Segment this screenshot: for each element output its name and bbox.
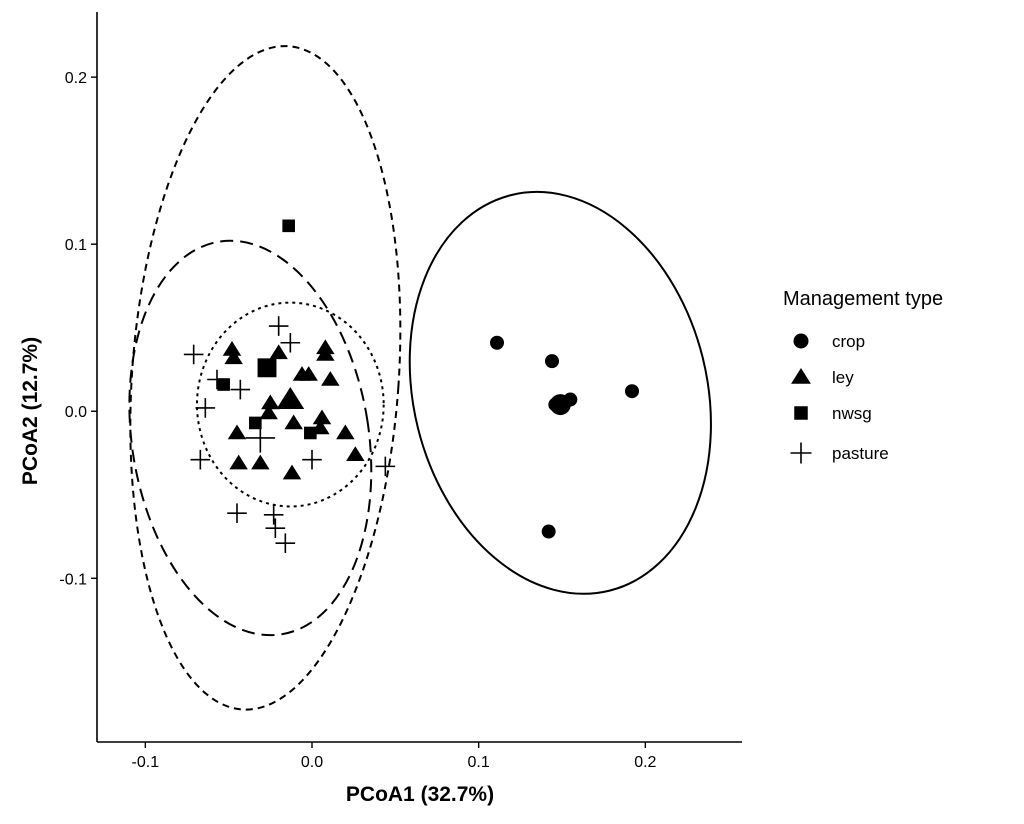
point-ley [346,446,365,461]
y-tick-label: 0.2 [65,70,87,87]
point-nwsg [304,426,317,440]
ellipse-nwsg [128,239,373,637]
point-pasture [227,503,247,523]
point-ley [282,464,302,480]
y-ticks: -0.1 0.0 0.1 0.2 [59,70,97,588]
y-axis-label: PCoA2 (12.7%) [19,337,42,485]
point-ley [336,424,355,440]
point-pasture [275,533,296,554]
point-crop [490,335,504,350]
point-ley [321,371,340,386]
point-nwsg [249,416,262,430]
point-ley [269,344,288,360]
legend-label: crop [832,332,865,351]
point-crop [541,524,556,539]
point-ley [251,454,270,470]
legend-label: ley [832,368,854,387]
point-pasture [375,456,396,477]
x-tick-label: 0.0 [301,754,323,771]
x-tick-label: 0.2 [634,754,656,771]
point-pasture [183,344,204,365]
legend-label: pasture [832,444,889,463]
x-ticks: -0.1 0.0 0.1 0.2 [132,742,657,771]
centroid-ley [276,386,305,410]
point-crop [545,354,559,369]
point-ley [261,394,280,410]
legend-title: Management type [783,288,943,310]
point-ley [224,349,243,365]
ellipse-pasture [129,45,402,711]
point-ley [299,366,318,381]
legend: Management type crop ley nwsg pasture [783,288,943,464]
ellipse-ley [196,301,385,508]
point-pasture [207,369,227,390]
centroid-nwsg [257,358,277,378]
point-ley [229,454,248,470]
point-pasture [230,379,251,400]
legend-label: nwsg [832,404,872,423]
point-pasture [263,505,284,525]
point-pasture [280,332,301,353]
legend-symbol-pasture [790,442,812,464]
point-ley [259,404,278,420]
point-pasture [265,518,286,538]
point-ley [227,424,247,440]
x-axis-label: PCoA1 (32.7%) [346,783,494,806]
legend-symbol-crop [793,333,809,349]
y-tick-label: 0.0 [65,404,87,421]
legend-symbol-ley [791,368,811,384]
y-tick-label: -0.1 [59,571,87,588]
x-tick-label: -0.1 [132,754,160,771]
point-pasture [302,449,322,470]
points [183,219,639,554]
ellipses [128,45,712,711]
point-ley [312,409,332,425]
x-tick-label: 0.1 [468,754,490,771]
point-pasture [195,398,216,418]
ellipse-crop [408,190,712,595]
legend-symbol-nwsg [794,406,808,420]
point-crop [625,384,639,399]
centroid-pasture [245,423,276,453]
centroid-crop [549,394,571,416]
point-ley [222,341,242,356]
point-nwsg [217,378,230,391]
y-tick-label: 0.1 [65,237,87,254]
point-ley [316,346,335,361]
point-ley [284,414,303,430]
point-nwsg [282,219,295,233]
point-pasture [268,316,289,336]
point-pasture [190,449,211,470]
